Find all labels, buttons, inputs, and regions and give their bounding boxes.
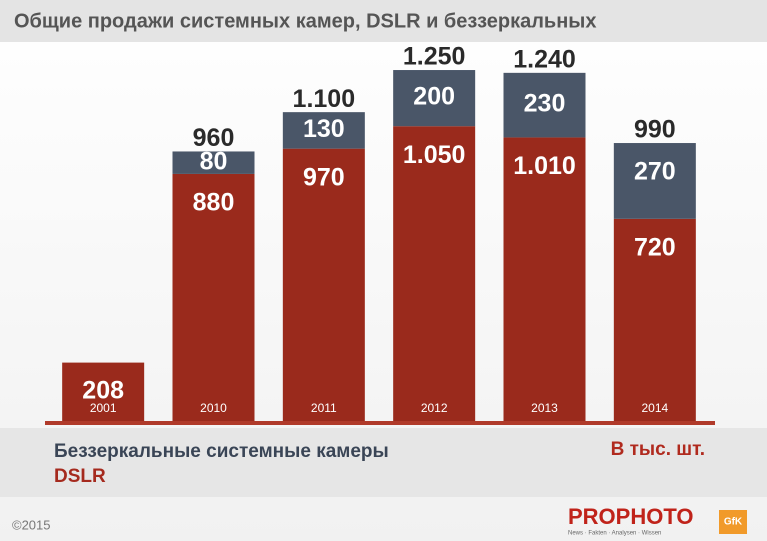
- bar-segment: [282, 112, 365, 149]
- bar-segment: [172, 151, 255, 174]
- value-label: 130: [303, 115, 345, 143]
- total-label: 990: [634, 116, 676, 144]
- x-tick-label: 2014: [641, 401, 668, 415]
- legend-dslr: DSLR: [54, 466, 106, 487]
- x-tick-label: 2001: [90, 401, 117, 415]
- tagline: News · Fakten · Analysen · Wissen: [568, 531, 661, 537]
- value-label: 230: [524, 90, 566, 118]
- floor-line: [45, 421, 715, 425]
- unit-label: В тыс. шт.: [611, 439, 705, 460]
- value-label: 208: [82, 376, 124, 404]
- value-label: 1.010: [513, 152, 576, 180]
- value-label: 80: [200, 147, 228, 175]
- partner-logo: [719, 510, 747, 534]
- brand: PROPHOTO: [568, 504, 694, 529]
- bar-segment: [393, 126, 476, 421]
- total-label: 960: [193, 124, 235, 152]
- legend-mirrorless: Беззеркальные системные камеры: [54, 441, 389, 462]
- x-tick-label: 2013: [531, 401, 558, 415]
- value-label: 270: [634, 158, 676, 186]
- value-label: 880: [193, 189, 235, 217]
- bar-segment: [503, 137, 586, 421]
- legend-panel: [0, 428, 767, 497]
- bar-segment: [613, 143, 696, 219]
- chart-title: Общие продажи системных камер, DSLR и бе…: [14, 10, 597, 32]
- total-label: 1.240: [513, 45, 576, 73]
- copyright: ©2015: [12, 517, 51, 532]
- value-label: 1.050: [403, 141, 466, 169]
- bar-segment: [282, 148, 365, 421]
- bar-segment: [62, 362, 145, 421]
- bar-segment: [172, 173, 255, 421]
- x-tick-label: 2010: [200, 401, 227, 415]
- bar-segment: [393, 70, 476, 127]
- title-bar: [0, 0, 767, 42]
- x-tick-label: 2012: [421, 401, 448, 415]
- bar-segment: [613, 218, 696, 421]
- total-label: 1.250: [403, 43, 466, 71]
- bar-segment: [503, 72, 586, 138]
- partner: GfK: [724, 517, 743, 528]
- x-tick-label: 2011: [311, 401, 337, 415]
- value-label: 200: [413, 83, 455, 111]
- value-label: 720: [634, 233, 676, 261]
- value-label: 970: [303, 163, 345, 191]
- total-label: 1.100: [293, 85, 356, 113]
